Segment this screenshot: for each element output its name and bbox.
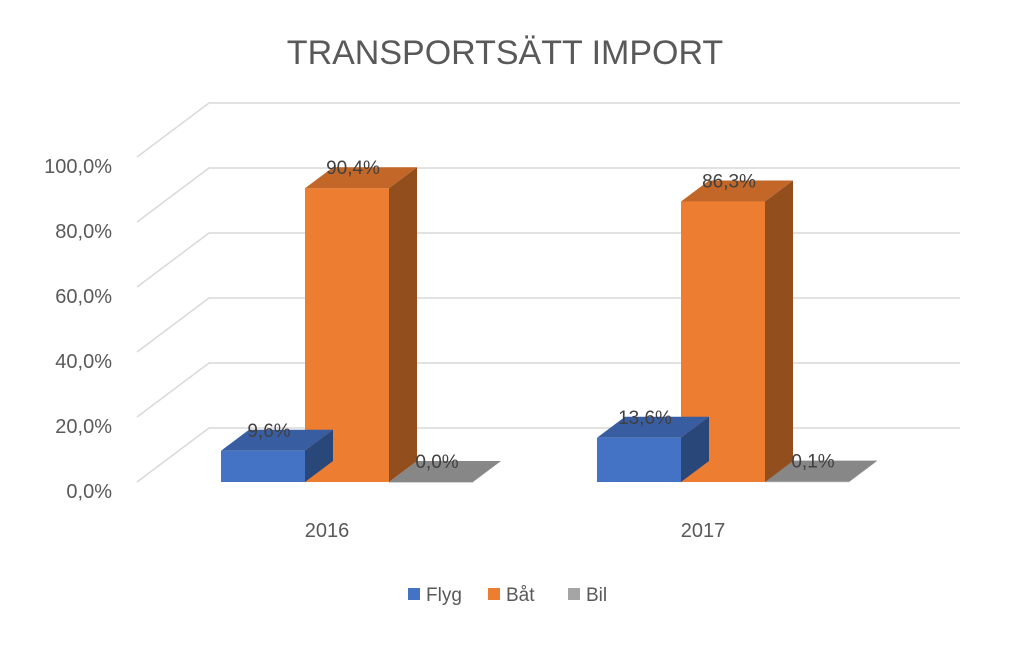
bar-side <box>305 429 333 482</box>
bar-top <box>389 461 501 482</box>
bar-front <box>765 481 849 483</box>
legend-label: Flyg <box>426 585 462 606</box>
bar-top <box>765 460 877 482</box>
data-label: 90,4% <box>326 158 380 179</box>
data-label: 13,6% <box>618 408 672 429</box>
bar-top <box>221 429 333 451</box>
y-tick-label: 0,0% <box>66 481 112 503</box>
bar-bil-2016 <box>389 461 501 483</box>
gridline <box>136 102 960 158</box>
legend-swatch <box>568 588 580 600</box>
bar-top <box>681 180 793 202</box>
bar-flyg-2016 <box>221 429 333 482</box>
bar-side <box>849 460 877 482</box>
legend-swatch <box>408 588 420 600</box>
legend-label: Båt <box>506 585 535 606</box>
data-labels: 9,6% 90,4% 0,0% 13,6% 86,3% 0,1% <box>247 158 834 473</box>
gridline <box>136 297 960 353</box>
data-label: 0,1% <box>791 452 834 473</box>
bar-side <box>681 416 709 482</box>
y-tick-label: 100,0% <box>44 156 112 178</box>
y-axis-ticks: 0,0% 20,0% 40,0% 60,0% 80,0% 100,0% <box>44 156 112 503</box>
gridline <box>136 362 960 418</box>
bar-side <box>389 167 417 482</box>
data-label: 9,6% <box>247 421 290 442</box>
legend-item-flyg: Flyg <box>408 585 462 606</box>
data-label: 86,3% <box>702 172 756 193</box>
bars <box>221 167 877 483</box>
gridline <box>136 167 960 223</box>
bar-flyg-2017 <box>597 416 709 482</box>
x-category-label: 2017 <box>681 520 726 542</box>
bar-front <box>597 437 681 482</box>
y-tick-label: 60,0% <box>55 286 112 308</box>
data-label: 0,0% <box>415 452 458 473</box>
gridline <box>136 232 960 288</box>
bar-bil-2017 <box>765 460 877 483</box>
legend-swatch <box>488 588 500 600</box>
bar-side <box>765 180 793 482</box>
legend-item-bil: Bil <box>568 585 607 606</box>
legend: Flyg Båt Bil <box>408 585 607 606</box>
bar-top <box>597 416 709 438</box>
y-tick-label: 20,0% <box>55 416 112 438</box>
x-category-label: 2016 <box>305 520 350 542</box>
bar-top <box>305 167 417 189</box>
chart-title: TRANSPORTSÄTT IMPORT <box>287 34 723 72</box>
bar-front <box>221 450 305 482</box>
y-tick-label: 80,0% <box>55 221 112 243</box>
bar-front <box>389 482 473 483</box>
legend-label: Bil <box>586 585 607 606</box>
bar-båt-2016 <box>305 167 417 482</box>
bar-båt-2017 <box>681 180 793 482</box>
x-axis-categories: 2016 2017 <box>305 520 726 542</box>
legend-item-båt: Båt <box>488 585 535 606</box>
y-tick-label: 40,0% <box>55 351 112 373</box>
